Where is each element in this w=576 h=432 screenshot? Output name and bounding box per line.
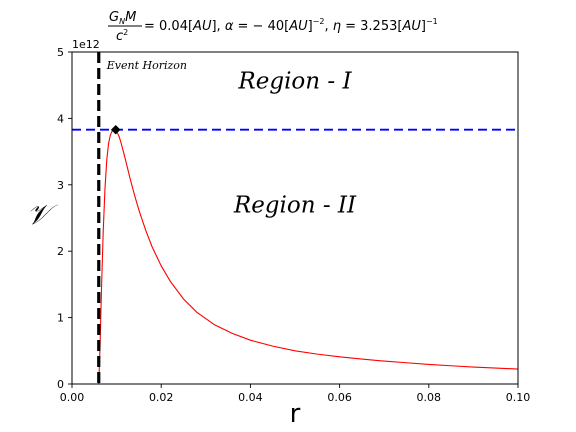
y-offset-text: 1e12 — [72, 38, 100, 51]
series-group — [98, 129, 519, 385]
y-tick-label: 4 — [57, 112, 64, 125]
series-line — [98, 129, 519, 385]
x-tick-label: 0.00 — [60, 391, 85, 404]
y-tick-label: 0 — [57, 378, 64, 391]
x-tick-label: 0.06 — [327, 391, 352, 404]
y-tick-label: 1 — [57, 312, 64, 325]
chart-title: GNM c2 = 0.04[AU], α = − 40[AU]−2, η = 3… — [108, 10, 438, 44]
axis-ticks: 0.00 0.02 0.04 0.06 0.08 0.10 0 1 2 3 4 5 — [57, 46, 530, 404]
title-equation: = 0.04[AU], α = − 40[AU]−2, η = 3.253[AU… — [144, 17, 438, 34]
title-numerator: GNM — [109, 10, 136, 26]
x-tick-label: 0.02 — [149, 391, 174, 404]
x-tick-label: 0.08 — [417, 391, 442, 404]
plot-frame — [71, 51, 519, 385]
event-horizon-label: Event Horizon — [106, 59, 187, 72]
x-tick-label: 0.04 — [238, 391, 263, 404]
title-denominator: c2 — [116, 28, 128, 44]
y-axis-label: 𝒱 — [26, 198, 58, 231]
x-axis-label: r — [290, 399, 301, 429]
peak-marker — [110, 124, 121, 135]
peak-marker-group — [110, 124, 121, 135]
x-tick-label: 0.10 — [506, 391, 531, 404]
region-i-label: Region - I — [237, 69, 352, 95]
y-tick-label: 3 — [57, 179, 64, 192]
y-tick-label: 2 — [57, 245, 64, 258]
region-ii-label: Region - II — [233, 193, 357, 219]
y-tick-label: 5 — [57, 46, 64, 59]
